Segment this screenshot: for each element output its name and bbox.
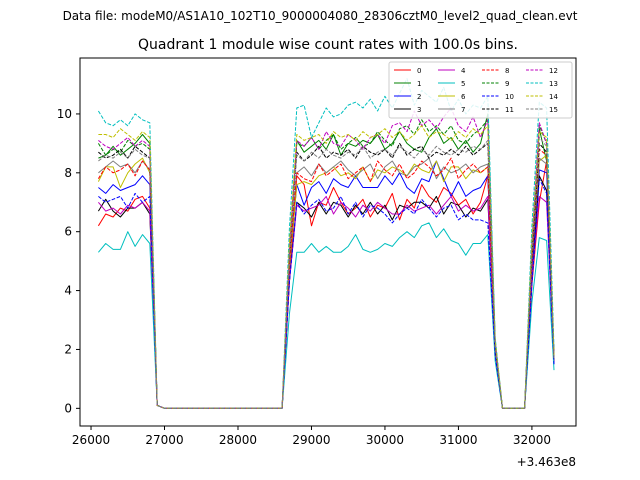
y-axis: 0 2 4 6 8 10 (57, 107, 80, 415)
legend-label-10: 10 (505, 93, 514, 101)
y-tick-label: 2 (64, 342, 72, 356)
x-tick-label: 32000 (513, 433, 551, 447)
legend-label-12: 12 (549, 67, 558, 75)
y-tick-label: 4 (64, 284, 72, 298)
x-tick-label: 28000 (219, 433, 257, 447)
y-tick-label: 10 (57, 107, 72, 121)
x-tick-label: 29000 (292, 433, 330, 447)
series-line-15 (98, 137, 555, 409)
legend-label-0: 0 (417, 67, 421, 75)
x-tick-label: 30000 (366, 433, 404, 447)
x-offset-label: +3.463e8 (517, 455, 576, 469)
chart-title: Quadrant 1 module wise count rates with … (138, 37, 518, 53)
legend-label-8: 8 (505, 67, 509, 75)
legend-label-13: 13 (549, 80, 558, 88)
legend-label-2: 2 (417, 93, 421, 101)
legend-label-6: 6 (461, 93, 466, 101)
legend-label-9: 9 (505, 80, 509, 88)
legend-label-7: 7 (461, 106, 465, 114)
x-tick-label: 27000 (145, 433, 183, 447)
y-tick-label: 6 (64, 225, 72, 239)
legend-label-14: 14 (549, 93, 558, 101)
legend-label-5: 5 (461, 80, 465, 88)
x-axis: 26000 27000 28000 29000 30000 31000 32000 (72, 426, 551, 447)
legend-label-4: 4 (461, 67, 466, 75)
legend-label-3: 3 (417, 106, 421, 114)
axes-frame (79, 57, 577, 427)
suptitle: Data file: modeM0/AS1A10_102T10_90000040… (63, 9, 578, 23)
series-layer (97, 78, 555, 409)
legend-label-11: 11 (505, 106, 514, 114)
legend-box (388, 61, 573, 119)
plot-area: 26000 27000 28000 29000 30000 31000 32000 0 2 4 6… (57, 57, 577, 469)
x-tick-label: 31000 (439, 433, 477, 447)
legend-label-1: 1 (417, 80, 421, 88)
x-tick-label: 26000 (72, 433, 110, 447)
series-line-12 (98, 107, 555, 409)
y-tick-label: 8 (64, 166, 72, 180)
y-tick-label: 0 (64, 401, 72, 415)
legend-label-15: 15 (549, 106, 558, 114)
